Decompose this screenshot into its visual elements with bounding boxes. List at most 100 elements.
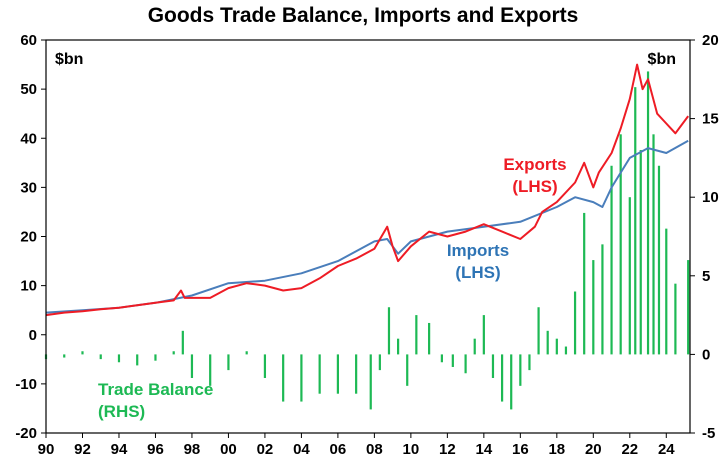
right-tick-label: 15 — [702, 111, 719, 128]
balance-bar — [500, 354, 504, 402]
balance-label-axis: (RHS) — [98, 402, 145, 421]
balance-bar — [81, 351, 84, 355]
left-tick-label: 50 — [20, 81, 37, 98]
imports-label-axis: (LHS) — [455, 263, 500, 282]
balance-bar — [482, 315, 485, 355]
balance-bar — [99, 354, 102, 360]
right-unit-label: $bn — [648, 51, 676, 68]
right-tick-label: -5 — [702, 425, 715, 442]
exports-label-axis: (LHS) — [512, 177, 557, 196]
balance-bar — [564, 346, 568, 355]
balance-bar — [592, 260, 595, 355]
balance-bar — [63, 354, 66, 358]
balance-bar — [318, 354, 321, 394]
balance-bar — [665, 228, 668, 355]
balance-bar — [464, 354, 467, 374]
balance-bar — [136, 354, 139, 366]
x-tick-label: 12 — [439, 441, 456, 458]
x-tick-label: 02 — [257, 441, 274, 458]
balance-bar — [555, 338, 558, 355]
balance-bar — [451, 354, 454, 367]
balance-bar — [510, 354, 513, 410]
balance-bar — [646, 71, 650, 355]
balance-bar — [652, 134, 655, 355]
plot-frame — [45, 39, 691, 434]
balance-bar — [336, 354, 339, 394]
balance-bar — [355, 354, 358, 394]
x-tick-label: 08 — [366, 441, 383, 458]
balance-bar — [172, 351, 175, 355]
balance-bar — [245, 351, 248, 355]
balance-bar — [440, 354, 443, 363]
x-tick-label: 90 — [38, 441, 55, 458]
x-tick-label: 00 — [220, 441, 237, 458]
x-tick-label: 20 — [585, 441, 602, 458]
left-tick-label: 10 — [20, 278, 37, 295]
x-tick-label: 98 — [184, 441, 201, 458]
balance-bar — [415, 315, 418, 355]
balance-bar — [300, 354, 303, 402]
balance-bar — [573, 291, 577, 355]
balance-bar — [657, 165, 661, 355]
left-tick-label: -10 — [15, 376, 37, 393]
x-tick-label: 94 — [111, 441, 128, 458]
x-tick-label: 04 — [293, 441, 310, 458]
balance-bar — [282, 354, 285, 402]
x-tick-label: 16 — [512, 441, 529, 458]
balance-bar — [190, 354, 194, 378]
balance-bar — [519, 354, 522, 386]
balance-bar — [583, 212, 586, 355]
left-tick-label: 30 — [20, 179, 37, 196]
balance-bar — [674, 283, 677, 355]
balance-bar — [263, 354, 267, 378]
x-tick-label: 96 — [147, 441, 164, 458]
left-tick-label: 60 — [20, 32, 37, 49]
left-tick-label: 0 — [29, 327, 37, 344]
x-tick-label: 24 — [658, 441, 675, 458]
balance-bar — [369, 354, 372, 410]
right-tick-label: 10 — [702, 189, 719, 206]
imports-label: Imports — [447, 241, 509, 260]
balance-bar — [687, 260, 690, 355]
balance-bar — [378, 354, 381, 371]
balance-bar — [546, 330, 549, 355]
left-tick-label: -20 — [15, 425, 37, 442]
right-tick-label: 0 — [702, 346, 710, 363]
chart-title: Goods Trade Balance, Imports and Exports — [147, 4, 579, 27]
balance-bar — [387, 307, 391, 355]
balance-bar — [227, 354, 230, 371]
x-tick-label: 18 — [548, 441, 565, 458]
exports-label: Exports — [503, 155, 566, 174]
balance-bar — [117, 354, 121, 363]
balance-bar — [154, 354, 157, 361]
balance-bar — [639, 150, 642, 355]
x-tick-label: 10 — [403, 441, 420, 458]
x-tick-label: 92 — [74, 441, 91, 458]
balance-bar — [491, 354, 495, 378]
balance-bar — [397, 338, 400, 355]
x-tick-label: 06 — [330, 441, 347, 458]
balance-label: Trade Balance — [98, 380, 213, 399]
left-tick-label: 20 — [20, 229, 37, 246]
balance-bar — [610, 165, 613, 355]
imports-line — [45, 139, 689, 314]
exports-line — [45, 63, 690, 317]
balance-bar — [428, 322, 431, 355]
balance-bar — [406, 354, 409, 386]
balance-bar — [473, 338, 476, 355]
x-tick-label: 22 — [621, 441, 638, 458]
left-tick-label: 40 — [20, 130, 37, 147]
balance-bar — [181, 330, 184, 355]
balance-bar — [528, 354, 531, 371]
x-tick-label: 14 — [476, 441, 493, 458]
left-unit-label: $bn — [55, 51, 83, 68]
balance-bar — [601, 244, 604, 355]
balance-bar — [209, 354, 212, 386]
balance-bar — [537, 307, 540, 355]
right-tick-label: 5 — [702, 268, 710, 285]
right-tick-label: 20 — [702, 32, 719, 49]
balance-bar — [634, 87, 637, 355]
balance-bar — [619, 134, 622, 355]
